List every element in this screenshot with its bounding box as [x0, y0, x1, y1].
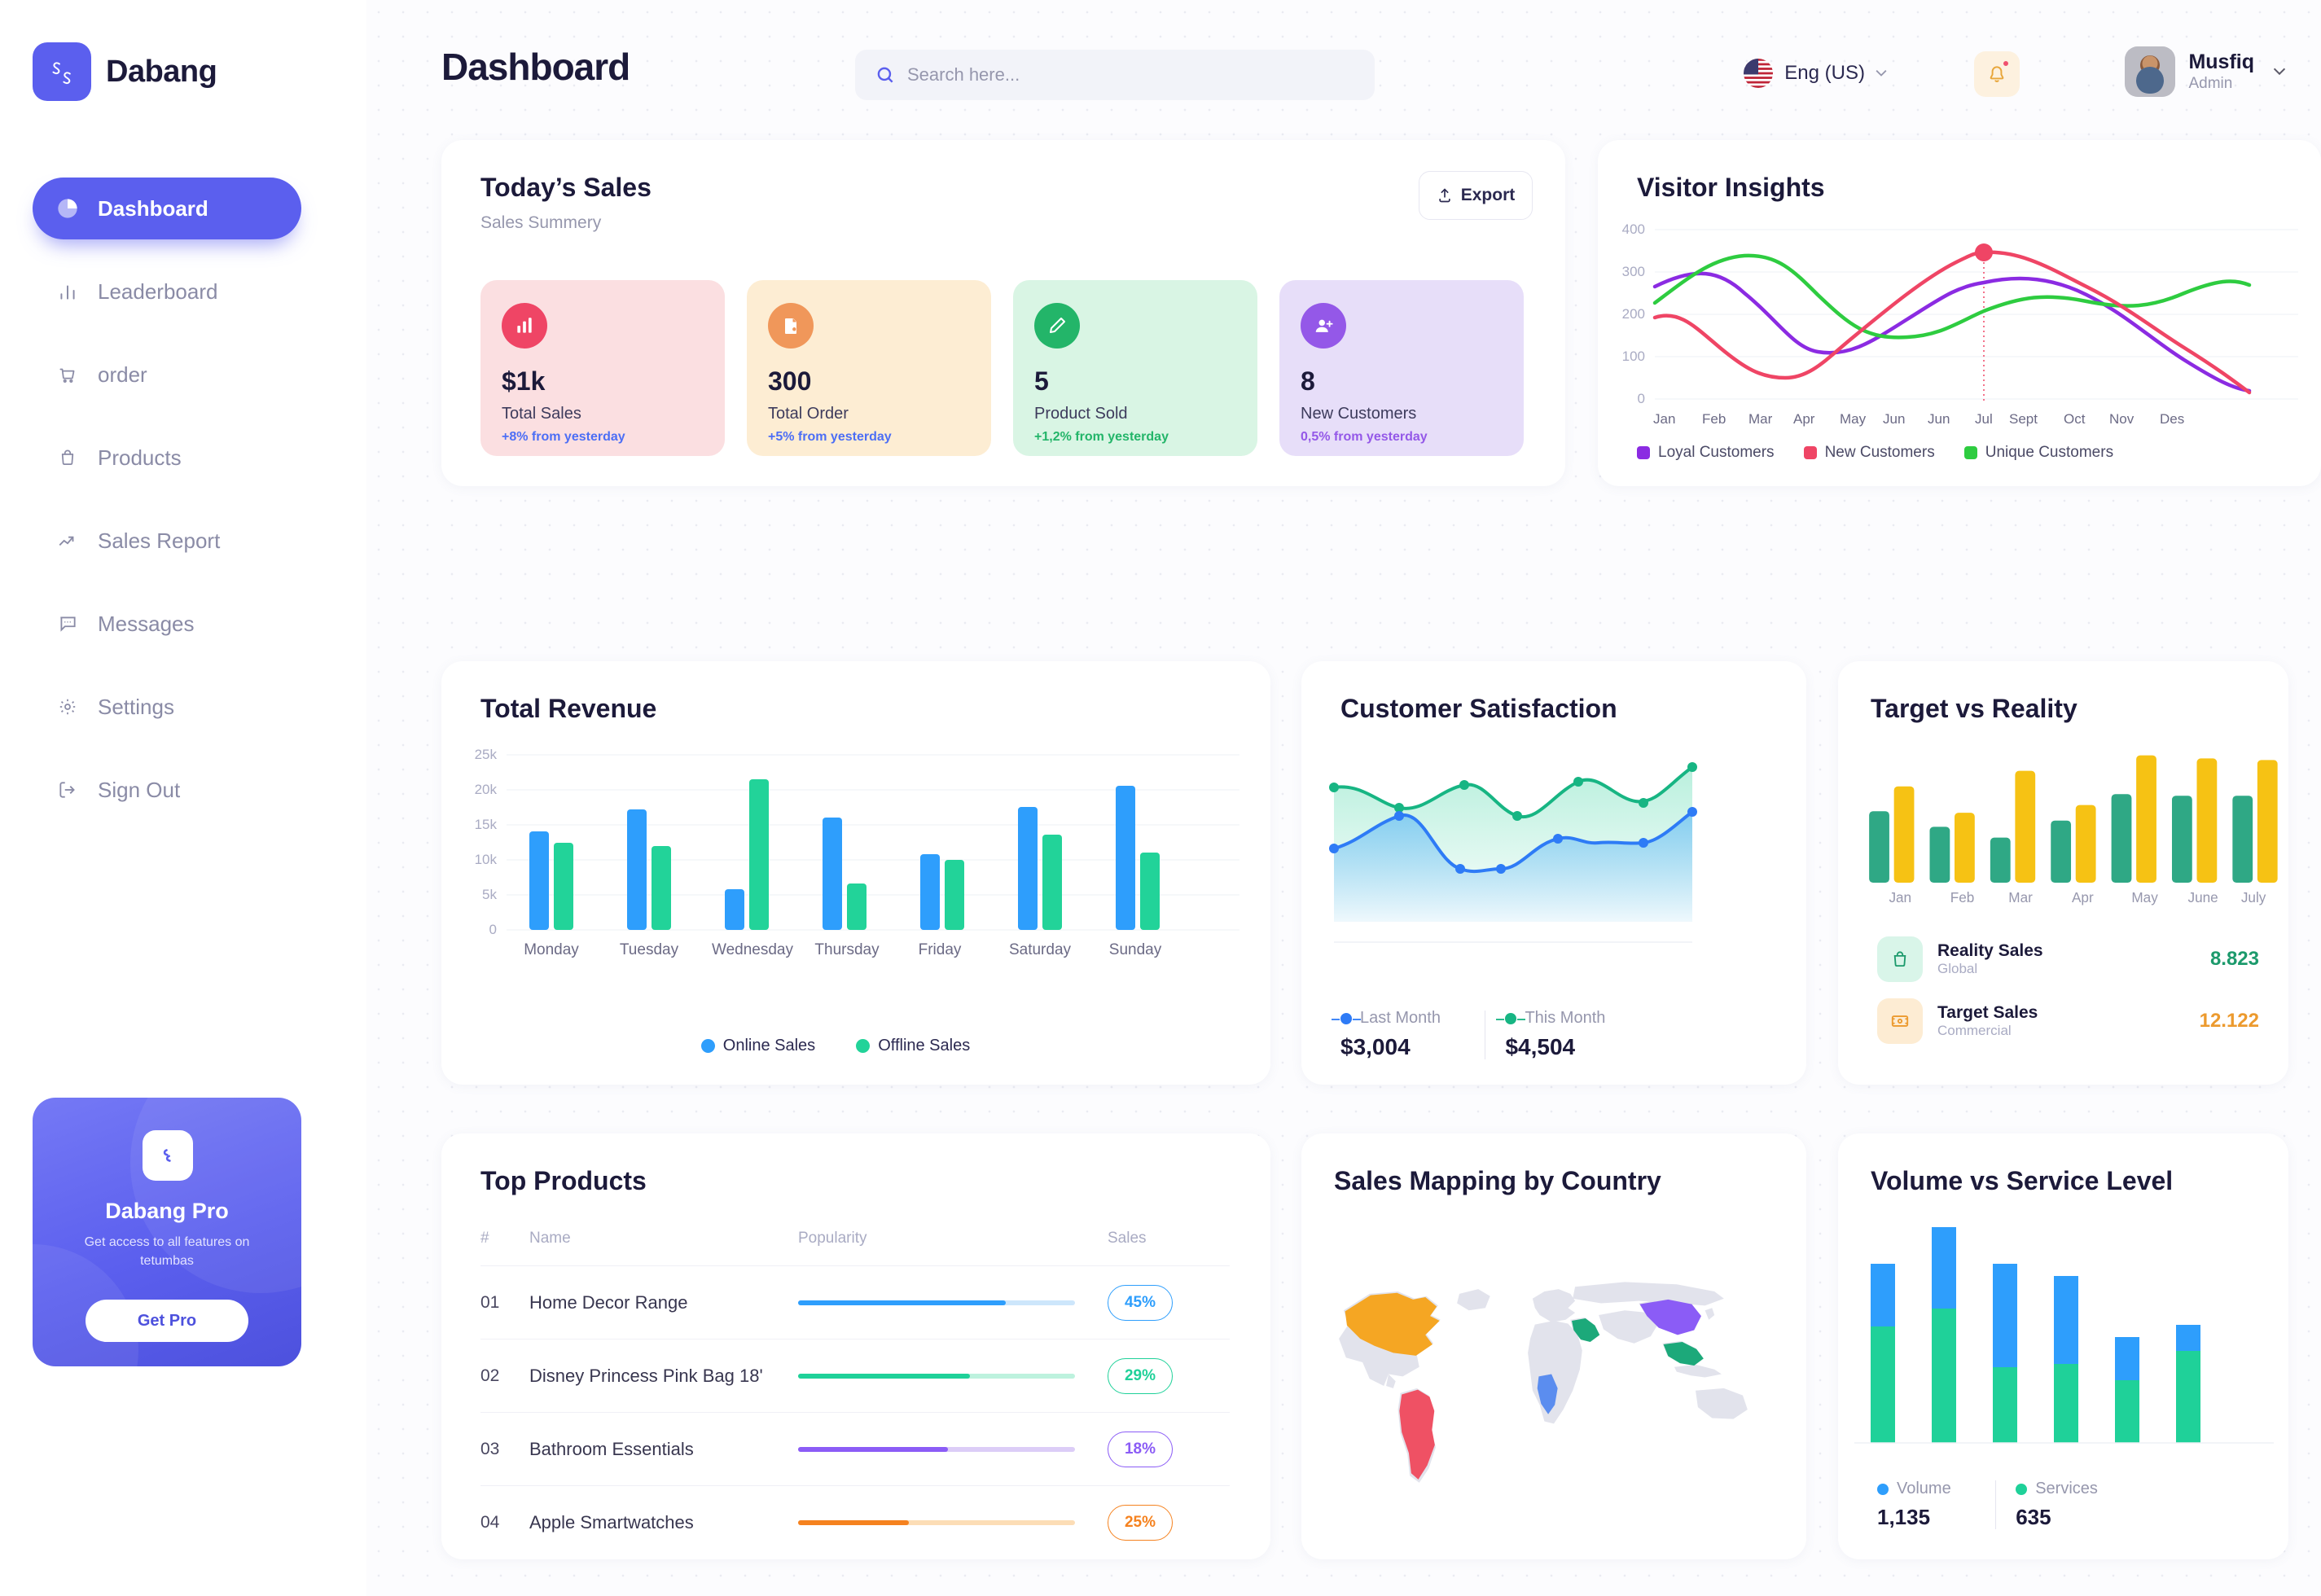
svg-text:25k: 25k: [475, 747, 498, 762]
svg-text:Jul: Jul: [1975, 411, 1993, 427]
svg-text:Jun: Jun: [1883, 411, 1905, 427]
svg-text:Mar: Mar: [2008, 889, 2033, 905]
svg-text:Wednesday: Wednesday: [712, 941, 793, 958]
svg-text:300: 300: [1622, 264, 1645, 279]
svg-text:Jan: Jan: [1653, 411, 1675, 427]
svg-text:100: 100: [1622, 349, 1645, 364]
svg-text:Feb: Feb: [1950, 889, 1975, 905]
svg-text:Saturday: Saturday: [1009, 941, 1072, 958]
svg-text:0: 0: [489, 922, 497, 937]
svg-text:Sept: Sept: [2009, 411, 2038, 427]
svg-text:May: May: [2131, 889, 2158, 905]
svg-text:Feb: Feb: [1702, 411, 1726, 427]
svg-text:Nov: Nov: [2109, 411, 2135, 427]
svg-text:15k: 15k: [475, 817, 498, 832]
svg-text:5k: 5k: [482, 887, 497, 902]
svg-text:May: May: [1840, 411, 1867, 427]
svg-text:Sunday: Sunday: [1109, 941, 1162, 958]
svg-text:Tuesday: Tuesday: [620, 941, 679, 958]
svg-text:June: June: [2188, 889, 2218, 905]
svg-text:10k: 10k: [475, 852, 498, 867]
svg-text:July: July: [2241, 889, 2266, 905]
svg-text:Mar: Mar: [1748, 411, 1773, 427]
svg-text:20k: 20k: [475, 782, 498, 797]
svg-text:Oct: Oct: [2064, 411, 2086, 427]
svg-text:Jan: Jan: [1889, 889, 1911, 905]
svg-text:Monday: Monday: [524, 941, 579, 958]
svg-text:Jun: Jun: [1928, 411, 1950, 427]
svg-text:Apr: Apr: [1793, 411, 1815, 427]
svg-text:Des: Des: [2160, 411, 2184, 427]
svg-text:Friday: Friday: [919, 941, 962, 958]
svg-text:400: 400: [1622, 221, 1645, 237]
svg-text:200: 200: [1622, 306, 1645, 322]
svg-text:Apr: Apr: [2072, 889, 2094, 905]
svg-text:Thursday: Thursday: [814, 941, 880, 958]
svg-text:0: 0: [1638, 391, 1645, 406]
